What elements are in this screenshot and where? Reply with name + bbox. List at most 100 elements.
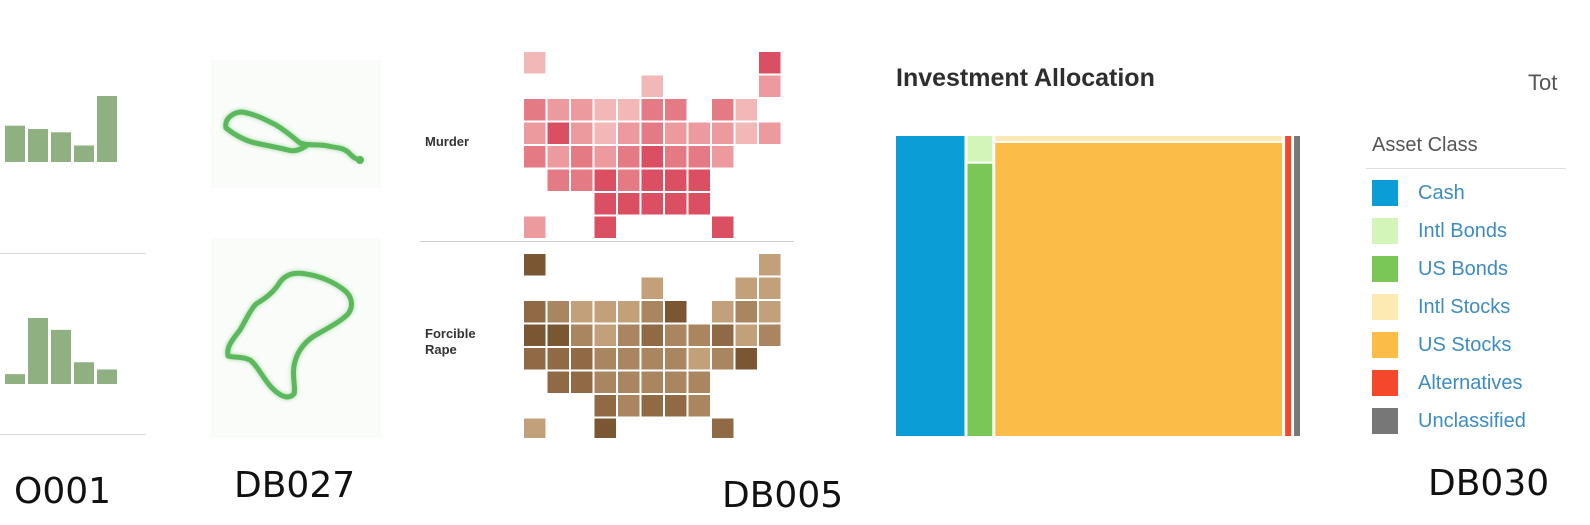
- route-trace-end: [356, 156, 364, 164]
- legend-label: Alternatives: [1418, 371, 1523, 394]
- murder-tile: [641, 193, 663, 215]
- murder-tile: [618, 146, 640, 168]
- murder-tile: [594, 122, 616, 144]
- db005-chart: [524, 52, 781, 438]
- rape-tile: [524, 301, 546, 323]
- rape-tile: [547, 371, 569, 393]
- total-label: Tot: [1528, 70, 1558, 95]
- legend-item[interactable]: US Bonds: [1372, 256, 1508, 282]
- rape-tile: [665, 324, 687, 346]
- figure-label-o001: O001: [14, 471, 112, 512]
- o001-bar: [97, 96, 117, 162]
- legend-item[interactable]: Unclassified: [1372, 408, 1526, 434]
- legend-item[interactable]: Cash: [1372, 180, 1465, 206]
- heatmap-row-label-murder: Murder: [425, 134, 470, 149]
- rape-tile: [712, 418, 734, 438]
- rape-tile-map: [524, 254, 781, 438]
- murder-tile: [594, 193, 616, 215]
- legend-item[interactable]: Intl Bonds: [1372, 218, 1507, 244]
- legend-label: Unclassified: [1418, 409, 1526, 432]
- murder-tile: [547, 122, 569, 144]
- murder-tile: [759, 75, 781, 97]
- murder-tile: [688, 193, 710, 215]
- legend-item[interactable]: Intl Stocks: [1372, 294, 1510, 320]
- rape-tile: [641, 324, 663, 346]
- murder-tile: [594, 216, 616, 238]
- murder-tile: [524, 146, 546, 168]
- rape-tile: [524, 324, 546, 346]
- legend-swatch: [1372, 370, 1398, 396]
- rape-tile: [594, 395, 616, 417]
- chart-title: Investment Allocation: [896, 64, 1155, 92]
- murder-tile: [571, 169, 593, 191]
- legend-swatch: [1372, 218, 1398, 244]
- murder-tile: [641, 122, 663, 144]
- rape-tile: [594, 324, 616, 346]
- murder-tile: [594, 146, 616, 168]
- rape-tile: [571, 348, 593, 370]
- figure-label-db030: DB030: [1428, 463, 1550, 504]
- rape-tile: [665, 371, 687, 393]
- treemap-rect-cash: [896, 136, 965, 436]
- rape-tile: [641, 371, 663, 393]
- murder-tile: [712, 99, 734, 121]
- heatmap-row-label-rape: Forcible Rape: [425, 326, 476, 357]
- legend-swatch: [1372, 332, 1398, 358]
- rape-tile: [712, 348, 734, 370]
- rape-tile: [688, 371, 710, 393]
- rape-tile: [524, 418, 546, 438]
- murder-tile: [618, 122, 640, 144]
- treemap-rect-alternatives: [1285, 136, 1292, 436]
- rape-tile: [547, 301, 569, 323]
- murder-tile: [594, 169, 616, 191]
- treemap-rect-intl-bonds: [967, 136, 993, 162]
- rape-tile: [735, 301, 757, 323]
- murder-tile: [665, 169, 687, 191]
- legend-swatch: [1372, 256, 1398, 282]
- db027-chart: [210, 60, 382, 438]
- legend-item[interactable]: US Stocks: [1372, 332, 1511, 358]
- murder-tile: [688, 169, 710, 191]
- legend-swatch: [1372, 180, 1398, 206]
- rape-tile: [618, 301, 640, 323]
- murder-tile: [735, 99, 757, 121]
- murder-tile: [665, 122, 687, 144]
- murder-tile: [547, 146, 569, 168]
- rape-tile: [735, 324, 757, 346]
- murder-tile: [618, 169, 640, 191]
- rape-tile: [547, 324, 569, 346]
- murder-tile: [712, 146, 734, 168]
- murder-tile: [618, 193, 640, 215]
- murder-tile: [571, 122, 593, 144]
- rape-tile: [712, 301, 734, 323]
- rape-tile: [524, 348, 546, 370]
- murder-tile: [641, 99, 663, 121]
- rape-tile: [759, 277, 781, 299]
- murder-tile: [594, 99, 616, 121]
- rape-tile: [641, 395, 663, 417]
- o001-bar: [97, 369, 117, 384]
- rape-tile: [547, 348, 569, 370]
- treemap-rect-unclassified: [1294, 136, 1300, 436]
- legend-label: Intl Bonds: [1418, 219, 1507, 242]
- murder-tile: [712, 122, 734, 144]
- o001-bar: [5, 125, 25, 162]
- rape-tile: [688, 324, 710, 346]
- murder-tile: [571, 146, 593, 168]
- rape-tile: [688, 348, 710, 370]
- o001-bar: [51, 329, 71, 384]
- murder-tile: [688, 122, 710, 144]
- murder-tile: [665, 193, 687, 215]
- murder-tile: [735, 122, 757, 144]
- rape-tile: [594, 301, 616, 323]
- legend-item[interactable]: Alternatives: [1372, 370, 1523, 396]
- o001-top-bars: [5, 96, 117, 162]
- murder-tile: [712, 216, 734, 238]
- o001-divider: [0, 253, 146, 254]
- rape-tile: [759, 301, 781, 323]
- murder-tile: [759, 52, 781, 74]
- murder-tile: [688, 146, 710, 168]
- legend-divider: [1366, 168, 1566, 169]
- rape-tile: [618, 371, 640, 393]
- murder-tile: [524, 122, 546, 144]
